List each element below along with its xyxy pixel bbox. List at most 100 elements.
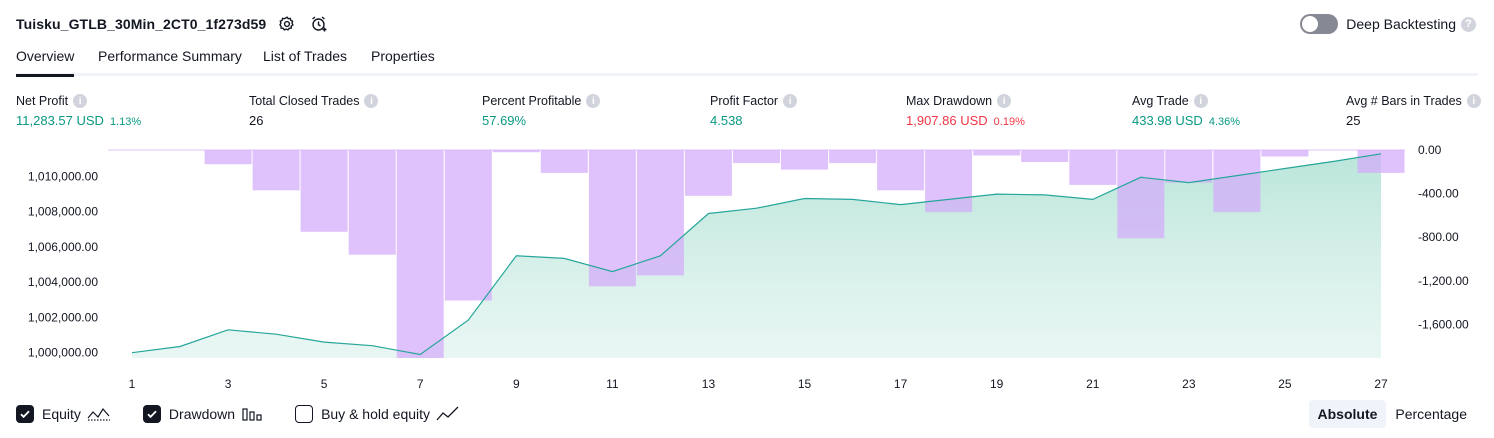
x-axis-tick: 1 [129,377,136,391]
tab-performance-summary[interactable]: Performance Summary [98,48,242,64]
drawdown-bar [444,150,492,301]
x-axis-tick: 17 [894,377,908,391]
info-icon[interactable]: i [586,94,601,108]
metric-percent: 4.36% [1208,116,1241,128]
equity-area [132,153,1381,358]
x-axis-tick: 19 [990,377,1004,391]
left-axis-tick: 1,002,000.00 [28,310,98,324]
metric-label: Avg Trade [1132,94,1189,108]
right-axis-tick: 0.00 [1418,143,1442,157]
drawdown-bar [588,150,636,287]
metric-label: Percent Profitable [482,94,582,108]
left-axis-tick: 1,010,000.00 [28,169,98,183]
equity-drawdown-chart[interactable]: 1,000,000.00 1,002,000.00 1,004,000.00 1,00… [0,140,1494,395]
metric-label: Profit Factor [710,94,779,108]
drawdown-bar [1165,150,1213,183]
metric-value: 25 [1346,113,1361,128]
drawdown-checkbox[interactable] [142,405,161,423]
x-axis-tick: 21 [1086,377,1100,391]
x-axis-tick: 5 [321,377,328,391]
left-axis-tick: 1,000,000.00 [28,346,98,360]
drawdown-bar [1021,150,1069,162]
metric-percent: 1.13% [109,116,142,128]
metric-value: 57.69% [482,113,527,128]
deep-backtesting-label: Deep Backtesting [1346,16,1456,32]
drawdown-bar [1117,150,1165,239]
metric-percent-profitable: Percent Profitable i 57.69% [482,93,601,128]
drawdown-bar [684,150,732,196]
tab-bar: Overview Performance Summary List of Tra… [16,46,1478,77]
gear-icon[interactable] [276,13,298,35]
strategy-title-row: Tuisku_GTLB_30Min_2CT0_1f273d59 [16,12,330,36]
tab-properties[interactable]: Properties [371,48,435,64]
equity-checkbox[interactable] [16,405,34,423]
drawdown-bar [492,150,540,153]
add-alert-icon[interactable] [308,13,330,35]
left-axis-tick: 1,008,000.00 [28,205,98,219]
equity-area-icon [87,406,111,422]
drawdown-bar [348,150,396,255]
drawdown-bar [1069,150,1117,185]
metric-value: 433.98 USD [1132,113,1203,128]
right-axis-tick: -1,600.00 [1418,317,1469,331]
legend-buy-hold[interactable]: Buy & hold equity [295,405,460,423]
metric-percent: 0.19% [993,116,1025,128]
help-icon[interactable]: ? [1461,16,1476,32]
x-axis-tick: 9 [513,377,520,391]
info-icon[interactable]: i [73,94,88,108]
percentage-button[interactable]: Percentage [1395,406,1467,422]
deep-backtesting-control: Deep Backtesting ? [1300,13,1476,35]
drawdown-bar [1261,150,1309,157]
toggle-knob [1302,16,1319,32]
x-axis-tick: 3 [225,377,232,391]
drawdown-bar [1357,150,1405,173]
drawdown-bar [636,150,684,276]
x-axis-tick: 25 [1278,377,1292,391]
metric-profit-factor: Profit Factor i 4.538 [710,93,798,128]
drawdown-bars-icon [241,406,263,422]
tab-overview[interactable]: Overview [16,48,75,77]
metric-label: Max Drawdown [906,94,993,108]
info-icon[interactable]: i [1466,94,1481,108]
drawdown-bar [396,150,444,358]
info-icon[interactable]: i [783,94,798,108]
absolute-button[interactable]: Absolute [1308,400,1387,428]
drawdown-bar [781,150,828,170]
legend-drawdown-label: Drawdown [168,406,236,422]
drawdown-bar [973,150,1021,156]
left-axis-tick: 1,004,000.00 [28,275,98,289]
legend-equity-label: Equity [42,406,81,422]
equity-line [131,153,1382,356]
strategy-name: Tuisku_GTLB_30Min_2CT0_1f273d59 [16,16,267,32]
x-axis-tick: 27 [1374,377,1388,391]
deep-backtesting-toggle[interactable] [1300,14,1339,34]
drawdown-bar [829,150,877,164]
right-axis-tick: -800.00 [1418,230,1459,244]
metric-avg-bars-in-trades: Avg # Bars in Trades i 25 [1346,93,1481,128]
view-mode-switch: Absolute Percentage [1308,400,1477,428]
x-axis-tick: 15 [798,377,812,391]
drawdown-bar [925,150,973,213]
buy-hold-checkbox[interactable] [295,405,314,423]
line-chart-icon [436,406,460,422]
metric-value: 1,907.86 USD [906,113,988,128]
metric-value: 4.538 [710,113,743,128]
x-axis-tick: 7 [417,377,424,391]
drawdown-bar [300,150,348,232]
right-axis-tick: -1,200.00 [1418,274,1469,288]
x-axis-tick: 23 [1182,377,1196,391]
legend-equity[interactable]: Equity [16,405,111,423]
metric-label: Avg # Bars in Trades [1346,94,1462,108]
info-icon[interactable]: i [1193,94,1208,108]
legend-drawdown[interactable]: Drawdown [142,405,263,423]
metric-value: 26 [249,113,264,128]
drawdown-bar [204,150,252,165]
metric-label: Net Profit [16,94,69,108]
metric-avg-trade: Avg Trade i 433.98 USD 4.36% [1132,93,1240,128]
info-icon[interactable]: i [997,94,1012,108]
drawdown-bar [252,150,300,191]
tab-list-of-trades[interactable]: List of Trades [263,48,348,64]
x-axis-tick: 13 [702,377,716,391]
drawdown-bar [540,150,588,173]
info-icon[interactable]: i [364,94,379,108]
